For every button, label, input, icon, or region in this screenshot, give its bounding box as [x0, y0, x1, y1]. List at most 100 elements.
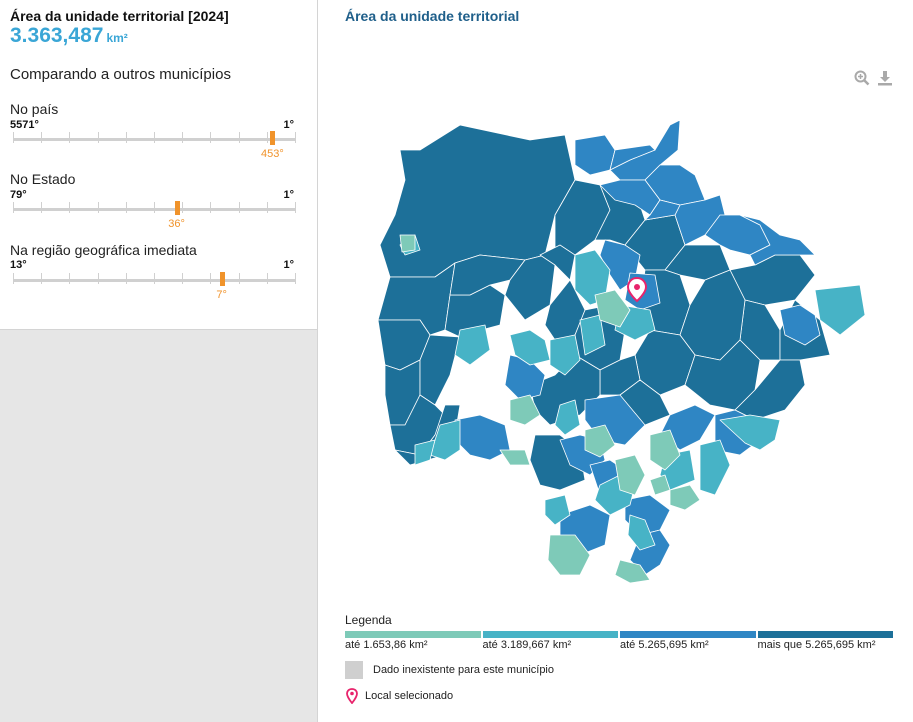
rank-tick: [41, 202, 43, 213]
municipality-region[interactable]: [547, 534, 591, 576]
municipality-region[interactable]: [649, 474, 671, 496]
municipality-region[interactable]: [699, 439, 731, 496]
municipality-region[interactable]: [594, 289, 631, 328]
rank-tick: [295, 202, 296, 213]
rank-marker-label: 7°: [216, 289, 227, 301]
municipality-region[interactable]: [419, 334, 461, 406]
municipality-region[interactable]: [554, 399, 581, 436]
nodata-swatch: [345, 661, 363, 679]
location-pin-icon: [346, 688, 358, 704]
rank-tick: [295, 273, 296, 284]
rank-tick: [238, 202, 240, 213]
rank-tick: [97, 132, 99, 143]
rank-tick: [295, 132, 296, 143]
selected-label: Local selecionado: [365, 690, 454, 702]
municipality-region[interactable]: [399, 234, 416, 253]
municipality-region[interactable]: [609, 144, 656, 171]
rank-tick: [182, 273, 184, 284]
rank-tick: [125, 132, 127, 143]
rank-tick: [97, 273, 99, 284]
rank-marker: [219, 272, 225, 286]
rank-tick: [154, 202, 155, 213]
municipality-region[interactable]: [414, 439, 436, 466]
rank-tick: [238, 273, 240, 284]
municipality-region[interactable]: [779, 304, 821, 346]
municipality-region[interactable]: [579, 314, 606, 356]
municipality-region[interactable]: [719, 414, 781, 451]
rank-min: 79°: [10, 189, 27, 201]
legend-selected: Local selecionado: [345, 688, 453, 704]
rank-marker-label: 453°: [261, 148, 284, 160]
legend-label: até 1.653,86 km²: [345, 639, 428, 651]
rank-tick: [13, 273, 14, 284]
municipality-region[interactable]: [644, 199, 681, 221]
municipality-region[interactable]: [509, 394, 541, 426]
legend-title: Legenda: [345, 613, 392, 627]
rank-max: 1°: [283, 259, 294, 271]
rank-tick: [182, 132, 184, 143]
rank-marker: [174, 201, 180, 215]
legend-class-2[interactable]: até 3.189,667 km²: [482, 631, 618, 651]
rank-tick: [125, 202, 127, 213]
municipality-region[interactable]: [539, 244, 576, 281]
legend-class-1[interactable]: até 1.653,86 km²: [345, 631, 481, 651]
legend-label: até 5.265,695 km²: [620, 639, 709, 651]
rank-tick: [69, 132, 71, 143]
municipality-region[interactable]: [739, 214, 816, 266]
metric-title: Área da unidade territorial [2024]: [10, 8, 229, 24]
metric-value-number: 3.363,487: [10, 24, 104, 47]
rank-tick: [69, 273, 71, 284]
rank-tick: [125, 273, 127, 284]
municipality-region[interactable]: [454, 324, 491, 366]
rank-max: 1°: [283, 189, 294, 201]
rank-tick: [154, 132, 155, 143]
legend-nodata: Dado inexistente para este município: [345, 661, 554, 679]
rank-tick: [266, 132, 268, 143]
rank-marker: [270, 131, 276, 145]
rank-tick: [41, 132, 43, 143]
rank-state: No Estado 79° 1° 36°: [10, 171, 300, 231]
rank-tick: [210, 273, 212, 284]
municipality-region[interactable]: [549, 334, 581, 376]
rank-tick: [182, 202, 184, 213]
rank-label: Na região geográfica imediata: [10, 242, 197, 258]
nodata-label: Dado inexistente para este município: [373, 664, 554, 676]
zoom-in-icon[interactable]: [854, 70, 870, 86]
rank-tick: [238, 132, 240, 143]
rank-max: 1°: [283, 119, 294, 131]
map-title: Área da unidade territorial: [345, 8, 520, 24]
municipality-region[interactable]: [669, 484, 701, 511]
municipality-region[interactable]: [627, 514, 656, 551]
rank-tick: [210, 202, 212, 213]
municipality-region[interactable]: [544, 494, 571, 526]
municipality-region[interactable]: [584, 424, 616, 458]
rank-tick: [41, 273, 43, 284]
municipality-region[interactable]: [449, 254, 526, 296]
municipality-region[interactable]: [649, 429, 681, 471]
legend-class-3[interactable]: até 5.265,695 km²: [620, 631, 756, 651]
metric-unit: km²: [106, 31, 128, 45]
rank-tick: [266, 273, 268, 284]
municipality-region[interactable]: [574, 134, 616, 176]
rank-tick: [210, 132, 212, 143]
municipality-region[interactable]: [814, 284, 866, 336]
legend-swatch: [620, 631, 756, 638]
selected-location-pin[interactable]: [626, 276, 648, 303]
legend-swatch: [757, 631, 893, 638]
legend: Legenda até 1.653,86 km² até 3.189,667 k…: [345, 613, 893, 704]
legend-classes: até 1.653,86 km² até 3.189,667 km² até 5…: [345, 631, 893, 651]
legend-label: mais que 5.265,695 km²: [757, 639, 876, 651]
municipality-region[interactable]: [614, 559, 651, 584]
state-map: [377, 119, 866, 584]
legend-class-4[interactable]: mais que 5.265,695 km²: [757, 631, 893, 651]
rank-tick: [13, 202, 14, 213]
left-panel: Área da unidade territorial [2024] 3.363…: [0, 0, 318, 722]
info-panel: Área da unidade territorial [2024] 3.363…: [0, 0, 318, 330]
legend-label: até 3.189,667 km²: [482, 639, 572, 651]
compare-title: Comparando a outros municípios: [10, 66, 231, 83]
rank-tick: [266, 202, 268, 213]
download-icon[interactable]: [877, 70, 893, 86]
rank-marker-label: 36°: [168, 218, 185, 230]
municipality-region[interactable]: [499, 449, 531, 466]
municipality-region[interactable]: [614, 454, 646, 496]
